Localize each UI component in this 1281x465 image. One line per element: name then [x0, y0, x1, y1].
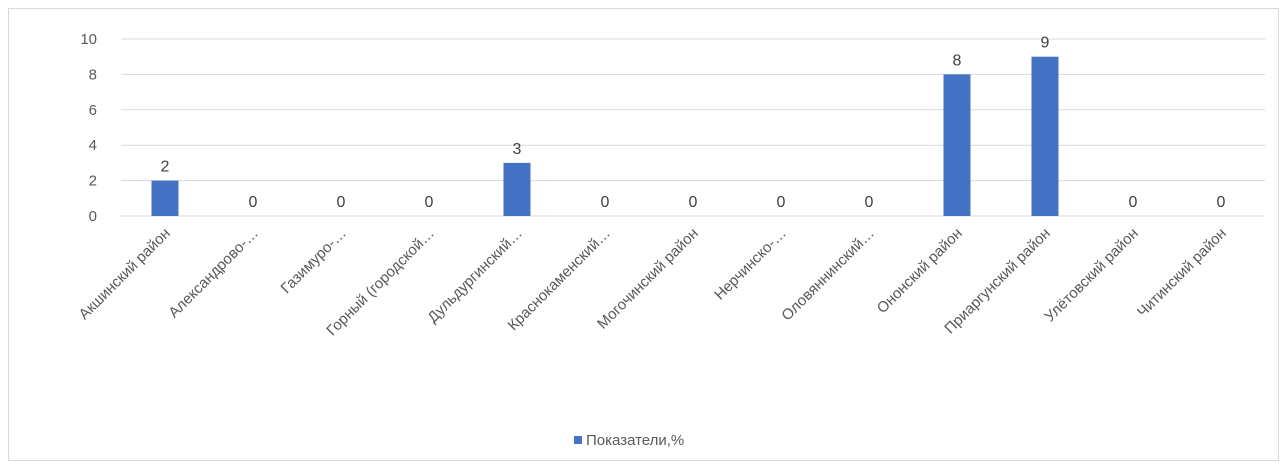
- y-tick-label: 8: [89, 66, 97, 83]
- data-label: 0: [601, 194, 610, 211]
- category-label: Газимуро-…: [278, 225, 350, 297]
- data-label: 3: [513, 141, 522, 158]
- gridlines: [121, 39, 1265, 216]
- data-label: 8: [953, 52, 962, 69]
- data-label: 2: [161, 159, 170, 176]
- data-label: 0: [249, 194, 258, 211]
- y-tick-label: 0: [89, 208, 97, 225]
- category-label: Александрово-…: [165, 225, 262, 322]
- data-label: 0: [337, 194, 346, 211]
- bar: [152, 181, 179, 216]
- data-label: 0: [777, 194, 786, 211]
- category-label: Дульдургинский…: [424, 225, 526, 327]
- category-label: Ононский район: [874, 225, 966, 317]
- bar: [944, 74, 971, 216]
- y-tick-label: 2: [89, 173, 97, 190]
- y-tick-label: 4: [89, 137, 97, 154]
- y-tick-label: 10: [80, 31, 97, 48]
- bars: [152, 57, 1059, 216]
- data-label: 0: [689, 194, 698, 211]
- category-label: Могочинский район: [594, 225, 702, 333]
- category-label: Читинский район: [1134, 225, 1230, 321]
- data-labels: 2 0 0 0 3 0 0 0 0 8 9 0 0: [161, 35, 1226, 211]
- data-label: 0: [425, 194, 434, 211]
- category-label: Оловяннинский…: [778, 225, 878, 325]
- data-label: 0: [1129, 194, 1138, 211]
- category-label: Акшинский район: [76, 225, 174, 323]
- category-label: Улётовский район: [1041, 225, 1142, 326]
- y-axis-ticks: 0 2 4 6 8 10: [80, 31, 97, 225]
- data-label: 0: [865, 194, 874, 211]
- data-label: 0: [1217, 194, 1226, 211]
- bar-chart: 0 2 4 6 8 10 2 0 0 0 3 0 0 0 0 8 9 0 0 Акшинский районАле…: [9, 9, 1278, 460]
- bar: [1032, 57, 1059, 216]
- bar: [504, 163, 531, 216]
- y-tick-label: 6: [89, 102, 97, 119]
- data-label: 9: [1041, 35, 1050, 52]
- chart-container: 0 2 4 6 8 10 2 0 0 0 3 0 0 0 0 8 9 0 0 Акшинский район Але…: [8, 8, 1279, 461]
- legend: Показатели,%: [574, 432, 684, 449]
- legend-swatch: [574, 436, 582, 444]
- category-label: Нерчинско-…: [711, 225, 790, 304]
- legend-label: Показатели,%: [586, 432, 684, 449]
